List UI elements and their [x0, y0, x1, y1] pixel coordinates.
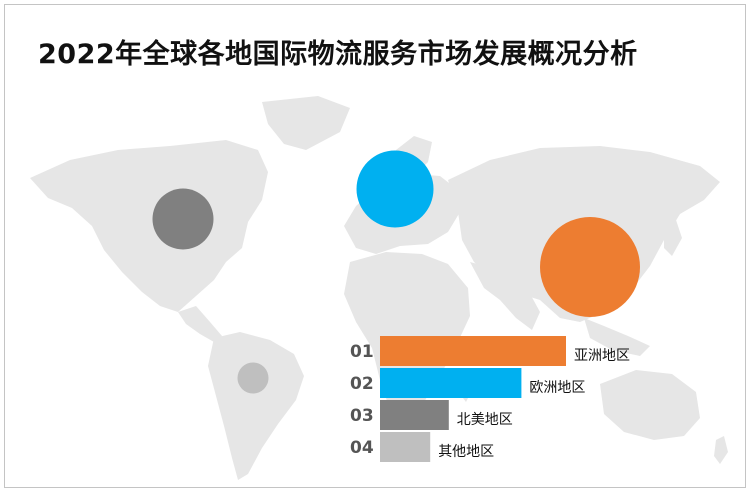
bubble-2 [356, 150, 434, 228]
bar-1 [380, 336, 566, 366]
map-south-america [208, 332, 304, 480]
chart-title: 2022年全球各地国际物流服务市场发展概况分析 [38, 39, 638, 70]
map-greenland [262, 96, 350, 150]
category-label-4: 其他地区 [438, 444, 494, 460]
bubble-3 [152, 188, 214, 250]
rank-label-3: 03 [350, 406, 374, 426]
map-australia [600, 370, 700, 440]
rank-label-2: 02 [350, 374, 374, 394]
bar-4 [380, 432, 431, 462]
ranking-bars: 01 亚洲地区 02 欧洲地区 03 北美地区 04 其他地区 [350, 336, 630, 462]
category-label-1: 亚洲地区 [574, 348, 630, 364]
map-central-america [178, 306, 222, 342]
bar-2 [380, 368, 522, 398]
map-new-zealand [714, 436, 728, 464]
map-southeast-asia [584, 318, 650, 356]
map-north-america [30, 140, 268, 312]
rank-label-4: 04 [350, 438, 374, 458]
bubble-1 [540, 217, 640, 317]
region-bubbles [152, 150, 640, 394]
rank-label-1: 01 [350, 342, 374, 362]
category-label-3: 北美地区 [457, 412, 513, 428]
map-south-asia [470, 262, 540, 330]
chart-frame [4, 4, 746, 488]
map-japan [664, 220, 682, 256]
bubble-4 [237, 362, 269, 394]
bar-3 [380, 400, 449, 430]
category-label-2: 欧洲地区 [529, 380, 585, 396]
